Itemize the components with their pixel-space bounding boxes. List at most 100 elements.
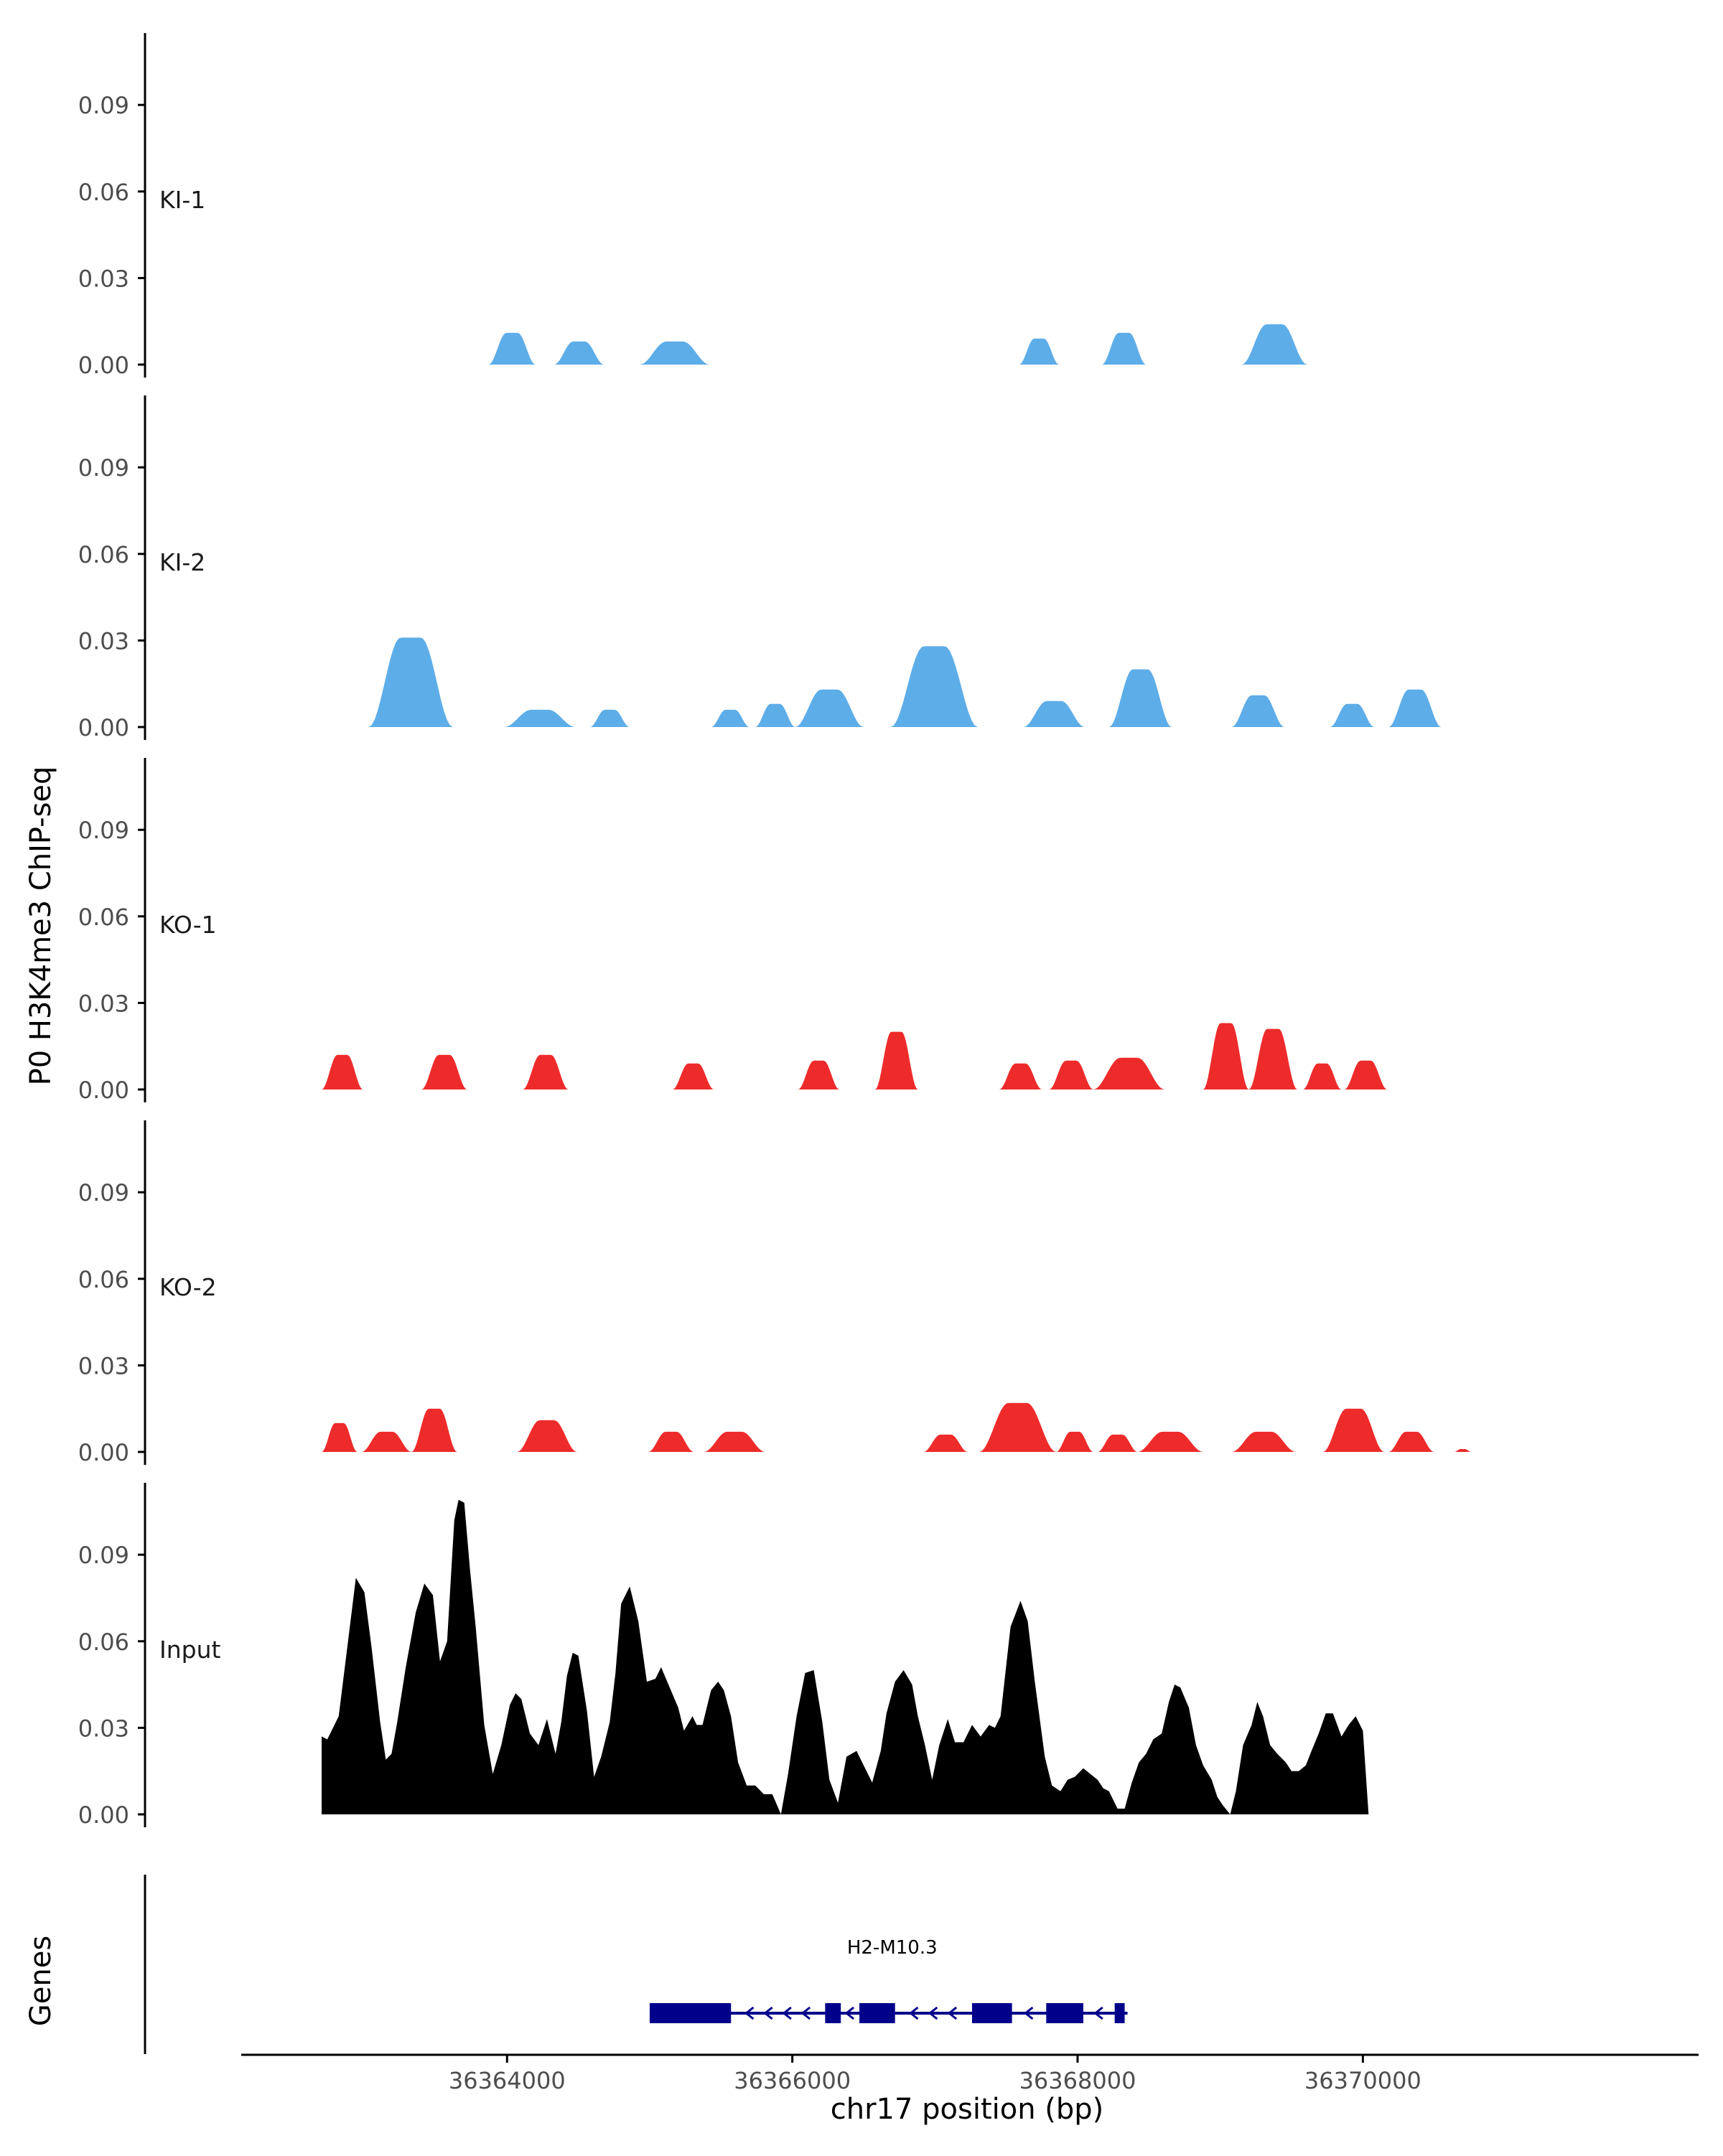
gene-exon: [825, 2003, 841, 2023]
y-tick-label: 0.06: [78, 179, 129, 206]
signal-peak: [1248, 1028, 1297, 1089]
signal-peak: [411, 1408, 457, 1452]
strand-arrow: [800, 2006, 811, 2020]
signal-peak: [504, 709, 576, 727]
strand-arrow: [844, 2006, 855, 2020]
y-tick-label: 0.06: [78, 904, 129, 931]
signal-peak: [890, 646, 978, 727]
y-tick-label: 0.03: [78, 627, 129, 655]
signal-peak: [361, 1431, 412, 1452]
gene-exon: [971, 2003, 1012, 2023]
gene-exon: [649, 2003, 732, 2023]
tracks-layer: 0.00 0.03 0.06 0.09 KI-1 0.00 0.03 0.06 0.09 KI-2…: [78, 33, 1472, 1829]
strand-arrow: [782, 2006, 792, 2020]
x-tick-label: 36364000: [449, 2067, 566, 2094]
signal-peak: [1097, 1434, 1138, 1452]
y-tick-label: 0.09: [78, 454, 129, 482]
y-tick-label: 0.09: [78, 1179, 129, 1206]
track-ki-2: 0.00 0.03 0.06 0.09 KI-2: [78, 395, 1442, 741]
signal-peak: [1302, 1063, 1342, 1089]
signal-peak: [1231, 695, 1285, 727]
track-ki-1: 0.00 0.03 0.06 0.09 KI-1: [78, 33, 1307, 379]
signal-peak: [923, 1434, 968, 1452]
strand-arrow: [1093, 2006, 1103, 2020]
y-tick-label: 0.03: [78, 990, 129, 1017]
track-label: KO-1: [159, 911, 217, 939]
signal-peak: [322, 1423, 358, 1452]
y-tick-label: 0.09: [78, 817, 129, 844]
signal-peak: [1019, 338, 1060, 365]
signal-peak: [517, 1420, 577, 1452]
y-tick-label: 0.09: [78, 1542, 129, 1569]
gene-exon: [1046, 2003, 1083, 2023]
track-label: KO-2: [159, 1273, 217, 1301]
strand-arrow: [1024, 2006, 1034, 2020]
track-label: Input: [159, 1636, 221, 1664]
strand-arrow: [928, 2006, 938, 2020]
y-tick-label: 0.06: [78, 1628, 129, 1656]
y-tick-label: 0.06: [78, 1266, 129, 1293]
signal-peak: [488, 332, 536, 365]
y-axis-title: P0 H3K4me3 ChIP-seq: [24, 767, 57, 1086]
signal-peak: [795, 689, 864, 727]
signal-peak: [1241, 324, 1307, 365]
signal-peak: [1388, 689, 1442, 727]
x-axis-title: chr17 position (bp): [831, 2093, 1104, 2126]
signal-peak: [1023, 700, 1085, 727]
y-tick-label: 0.06: [78, 541, 129, 568]
y-tick-label: 0.09: [78, 92, 129, 119]
signal-peak: [1101, 332, 1147, 365]
signal-peak: [1049, 1060, 1093, 1089]
signal-peak: [874, 1031, 918, 1089]
x-tick-label: 36370000: [1304, 2067, 1421, 2094]
signal-peak: [1344, 1060, 1388, 1089]
signal-peak: [368, 637, 453, 727]
gene-name-label: H2-M10.3: [847, 1937, 938, 1959]
signal-peak: [648, 1431, 694, 1452]
track-ko-1: 0.00 0.03 0.06 0.09 KO-1: [78, 758, 1388, 1104]
signal-peak: [999, 1063, 1042, 1089]
gene-exon: [859, 2003, 895, 2023]
x-tick-label: 36368000: [1019, 2067, 1136, 2094]
y-tick-label: 0.03: [78, 1352, 129, 1379]
signal-peak: [1108, 669, 1172, 727]
signal-peak: [554, 341, 604, 365]
y-tick-label: 0.00: [78, 352, 129, 379]
y-tick-label: 0.03: [78, 1715, 129, 1742]
track-label: KI-1: [159, 186, 205, 214]
signal-peak: [798, 1060, 840, 1089]
signal-peak: [589, 709, 630, 727]
y-tick-label: 0.00: [78, 1801, 129, 1829]
signal-peak: [322, 1054, 363, 1089]
signal-peak: [1137, 1431, 1203, 1452]
signal-peak: [1093, 1057, 1165, 1089]
signal-peak: [1330, 703, 1375, 727]
strand-arrow: [909, 2006, 919, 2020]
signal-peak: [640, 341, 710, 365]
signal-peak: [421, 1054, 467, 1089]
x-axis: 36364000 36366000 36368000 36370000: [241, 2053, 1699, 2094]
y-tick-label: 0.00: [78, 1077, 129, 1104]
signal-peak: [755, 703, 795, 727]
signal-peak: [1056, 1431, 1093, 1452]
gene-exon: [1114, 2003, 1125, 2023]
signal-peak: [1231, 1431, 1296, 1452]
strand-arrow: [947, 2006, 958, 2020]
track-label: KI-2: [159, 548, 205, 576]
track-ko-2: 0.00 0.03 0.06 0.09 KO-2: [78, 1120, 1472, 1466]
track-input: 0.00 0.03 0.06 0.09 Input: [78, 1483, 1414, 1829]
genes-track-title: Genes: [24, 1936, 57, 2026]
signal-peak: [672, 1063, 714, 1089]
gene-track: H2-M10.3: [144, 1875, 1128, 2054]
strand-arrow: [763, 2006, 773, 2020]
y-tick-label: 0.03: [78, 265, 129, 292]
signal-peak: [979, 1402, 1057, 1452]
strand-arrow: [744, 2006, 755, 2020]
signal-peak: [711, 709, 750, 727]
signal-peak: [1203, 1023, 1249, 1089]
y-tick-label: 0.00: [78, 714, 129, 741]
signal-peak: [1322, 1408, 1385, 1452]
y-tick-label: 0.00: [78, 1439, 129, 1466]
